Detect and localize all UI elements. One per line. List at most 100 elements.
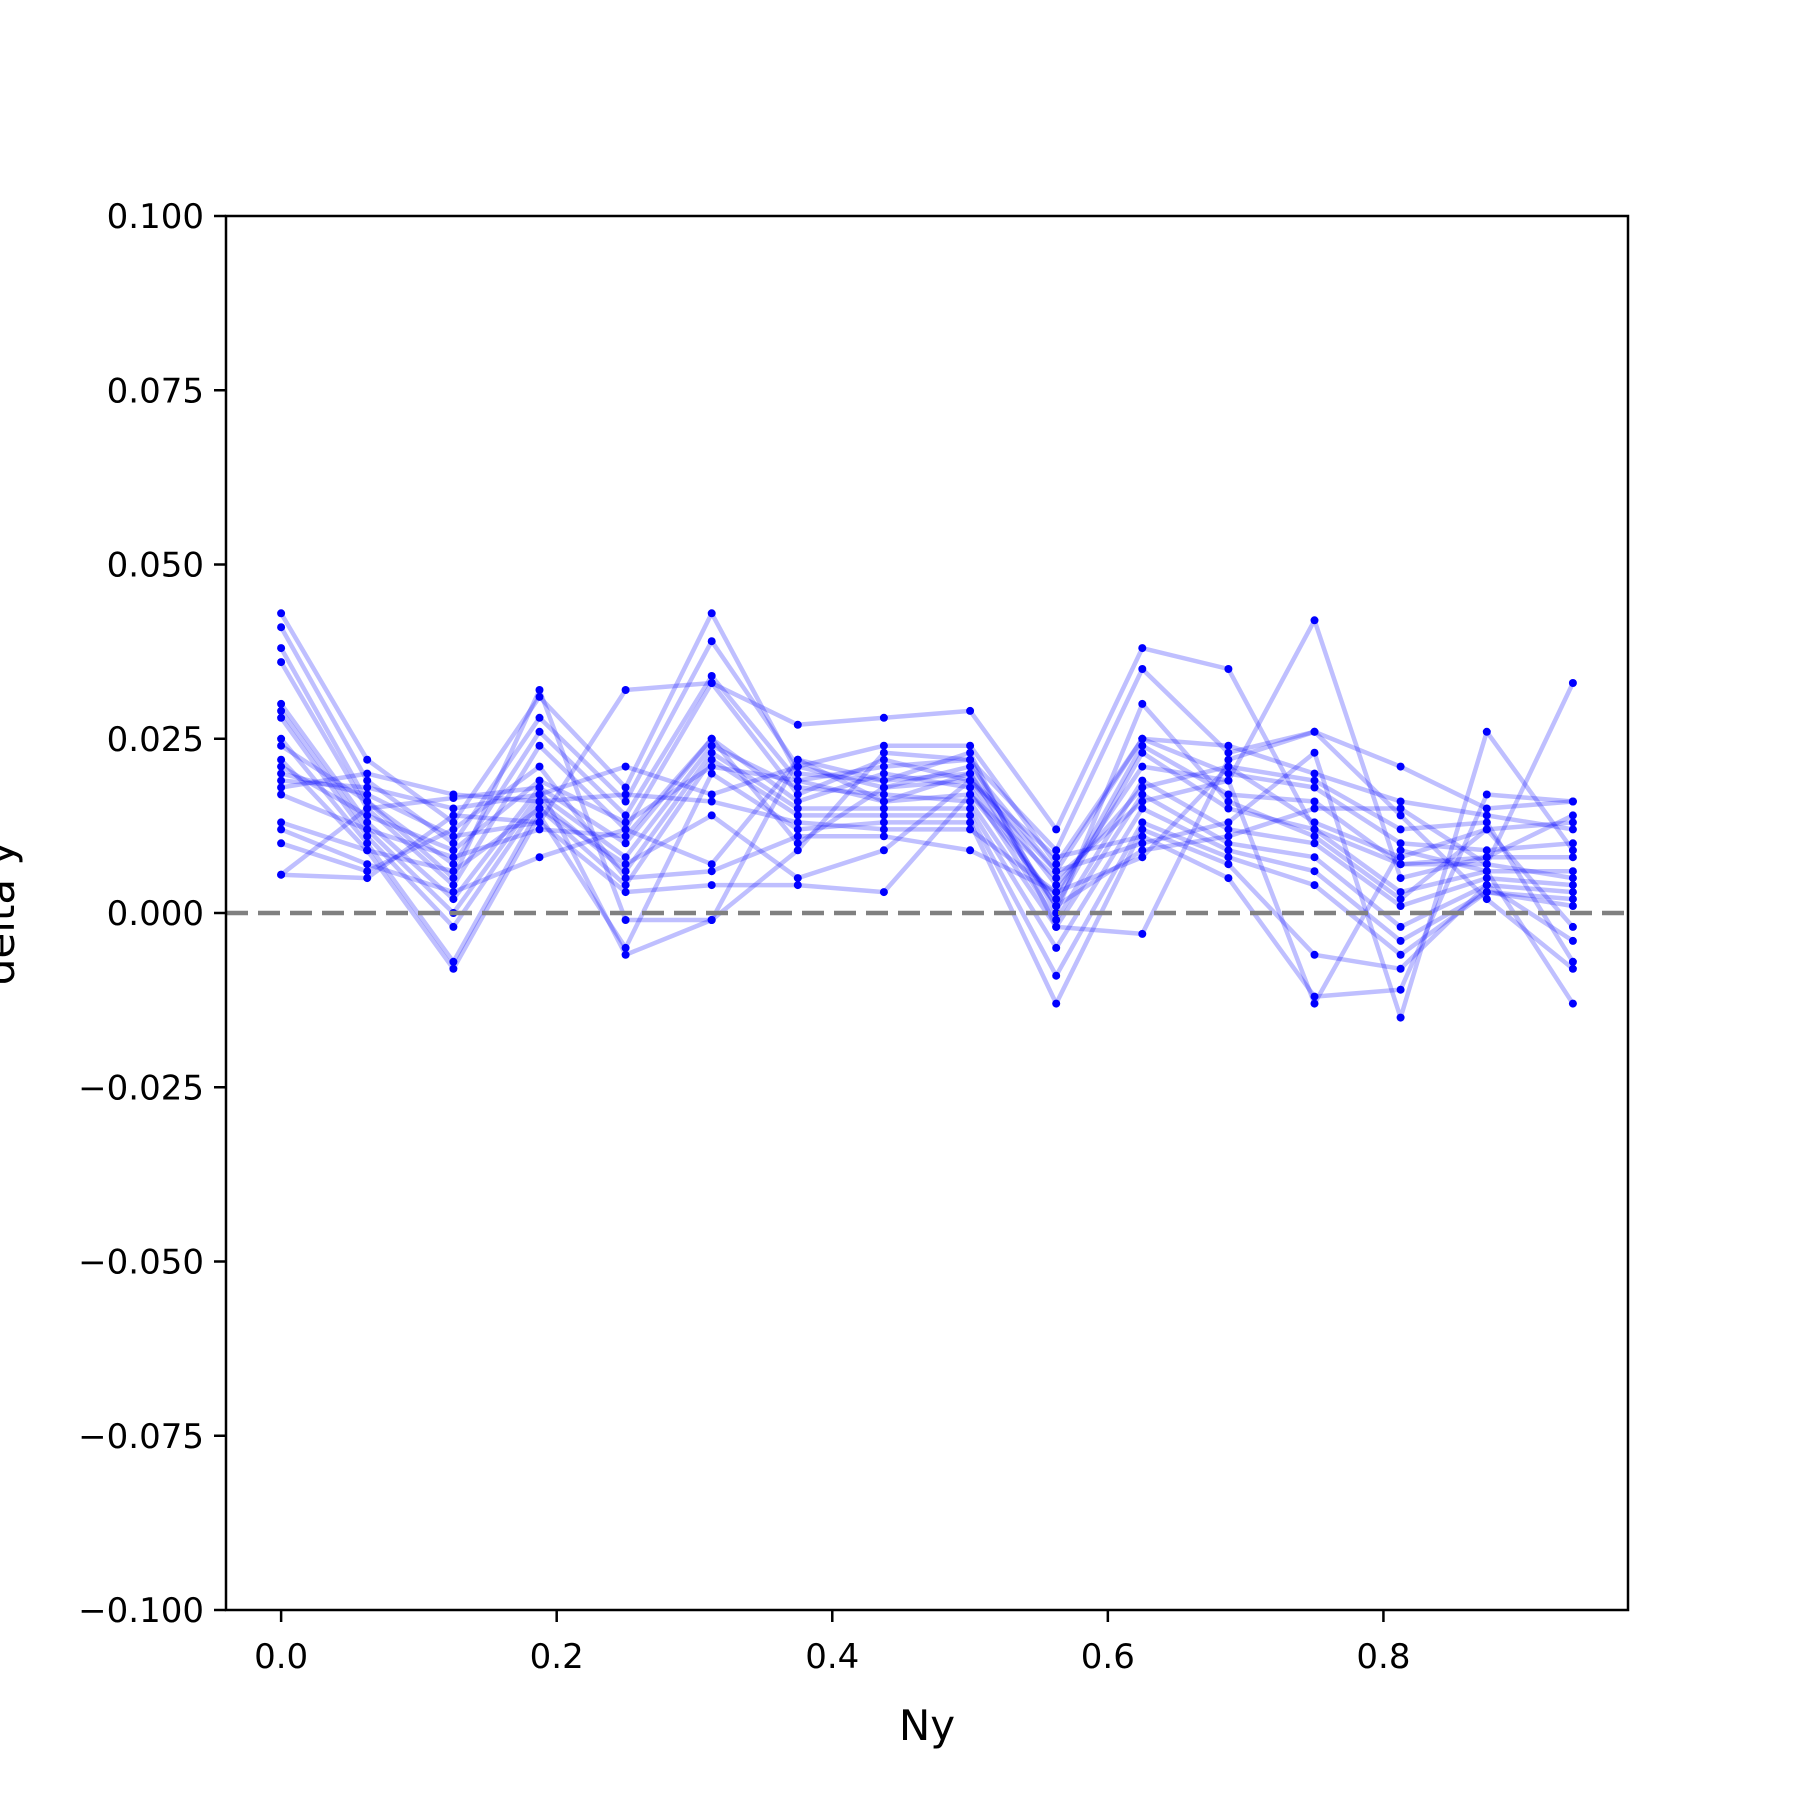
series-line: [279, 758, 1575, 1006]
data-point: [879, 776, 888, 785]
data-point: [363, 825, 372, 834]
data-point: [707, 867, 716, 876]
series-line: [280, 682, 1575, 909]
data-point: [966, 804, 975, 813]
data-point: [535, 713, 544, 722]
series-line: [279, 611, 1574, 888]
data-point: [707, 790, 716, 799]
data-point: [966, 783, 975, 792]
data-point: [1052, 916, 1061, 924]
data-point: [1396, 825, 1405, 834]
data-point: [1224, 741, 1233, 750]
data-point: [879, 888, 888, 897]
data-point: [966, 797, 975, 806]
data-point: [1396, 950, 1405, 959]
data-point: [277, 776, 286, 785]
data-point: [707, 741, 716, 750]
data-point: [1482, 860, 1491, 869]
data-point: [277, 783, 286, 792]
y-axis-label: delta y: [0, 841, 24, 986]
data-point: [707, 755, 716, 764]
y-tick-label: 0.050: [107, 546, 204, 586]
data-point: [793, 811, 802, 820]
data-point: [1310, 950, 1319, 959]
data-point: [1568, 846, 1577, 855]
data-point: [535, 853, 544, 862]
data-point: [793, 776, 802, 785]
series-line: [279, 716, 1574, 951]
data-point: [277, 734, 286, 743]
data-point: [449, 922, 458, 931]
series-line: [279, 702, 1574, 923]
data-point: [707, 811, 716, 820]
data-point: [1396, 902, 1405, 910]
data-point: [621, 867, 630, 876]
data-point: [966, 755, 975, 764]
x-tick-label: 0.6: [1081, 1637, 1135, 1677]
data-point: [1052, 971, 1061, 980]
data-point: [277, 741, 286, 750]
series-line: [279, 626, 1574, 874]
data-point: [1138, 699, 1147, 708]
data-point: [1482, 804, 1491, 813]
data-point: [879, 769, 888, 778]
data-point: [1224, 797, 1233, 806]
data-point: [277, 623, 286, 632]
data-point: [1224, 748, 1233, 757]
data-point: [277, 644, 286, 653]
data-point: [449, 846, 458, 855]
data-point: [621, 825, 630, 834]
data-point: [1568, 881, 1577, 890]
data-point: [277, 762, 286, 771]
data-point: [363, 769, 372, 778]
data-point: [363, 832, 372, 841]
data-point: [879, 783, 888, 792]
data-point: [363, 846, 372, 855]
data-point: [1310, 804, 1319, 813]
data-point: [793, 804, 802, 813]
series-line: [280, 618, 1574, 895]
data-point: [1138, 776, 1147, 785]
data-point: [449, 853, 458, 862]
data-point: [1138, 797, 1147, 806]
data-point: [277, 609, 286, 618]
data-point: [1568, 679, 1577, 687]
data-point: [793, 846, 802, 855]
data-point: [966, 825, 975, 834]
data-point: [1396, 853, 1405, 862]
data-point: [1568, 797, 1577, 806]
series-line: [279, 709, 1574, 930]
data-point: [966, 762, 975, 771]
series-9: [277, 755, 1577, 1008]
data-point: [363, 755, 372, 764]
y-tick-label: 0.075: [107, 371, 204, 411]
data-point: [363, 818, 372, 827]
data-point: [277, 658, 286, 667]
data-point: [793, 720, 802, 729]
data-point: [879, 755, 888, 764]
data-point: [535, 783, 544, 792]
data-point: [879, 811, 888, 820]
x-tick-label: 0.4: [805, 1637, 859, 1677]
data-point: [621, 950, 630, 959]
data-point: [1396, 874, 1405, 883]
data-point: [1052, 895, 1061, 904]
data-point: [449, 895, 458, 904]
data-point: [1482, 874, 1491, 883]
data-point: [1224, 804, 1233, 813]
data-point: [277, 755, 286, 764]
data-point: [1052, 874, 1061, 883]
data-point: [449, 867, 458, 876]
data-point: [1568, 902, 1577, 910]
data-point: [1224, 853, 1233, 862]
data-point: [1568, 922, 1577, 931]
series-line: [279, 687, 1575, 929]
data-point: [793, 783, 802, 792]
data-point: [879, 748, 888, 757]
y-tick-label: 0.100: [107, 197, 204, 237]
data-point: [1568, 825, 1577, 834]
data-point: [535, 762, 544, 771]
data-point: [1138, 846, 1147, 855]
data-point: [1138, 853, 1147, 862]
data-point: [449, 825, 458, 834]
